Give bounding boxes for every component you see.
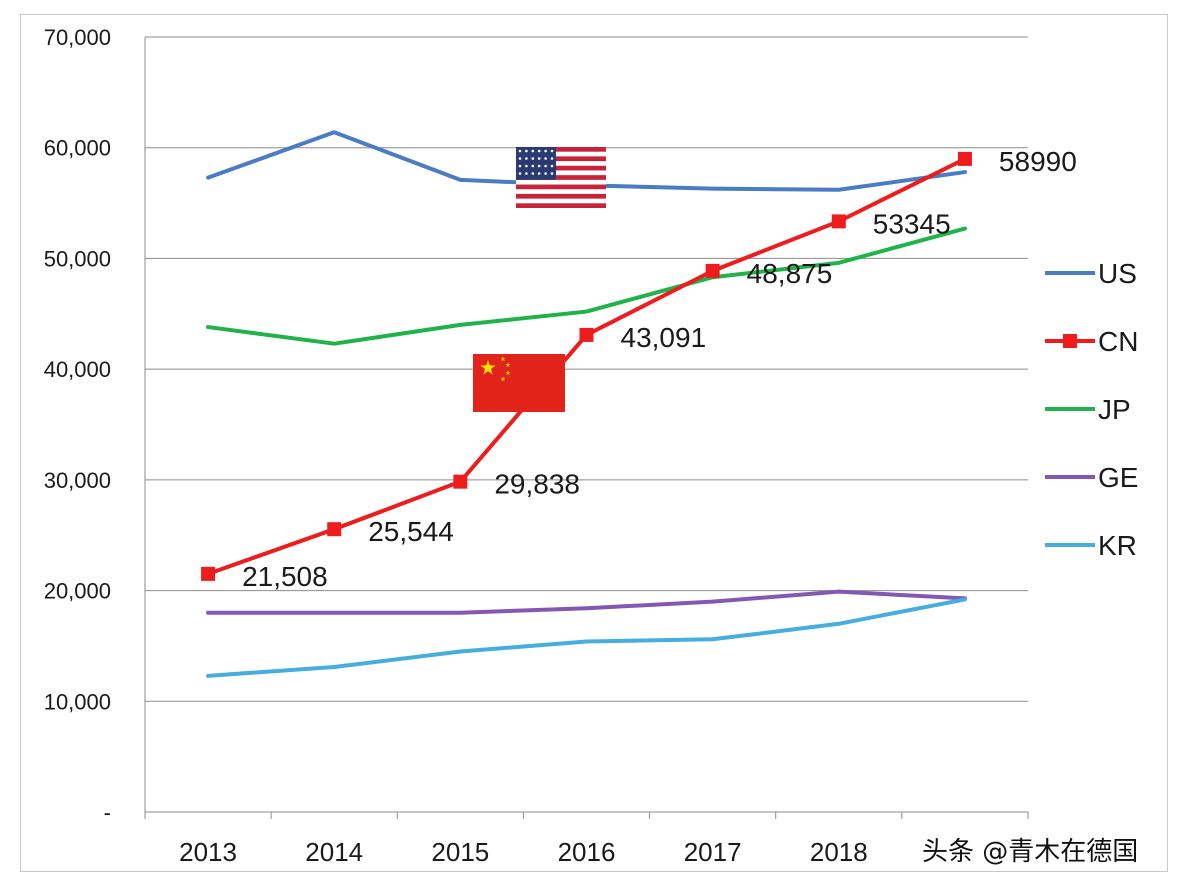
legend: US CN JP GE KR bbox=[1045, 258, 1138, 561]
x-tick-label: 2013 bbox=[179, 837, 237, 867]
legend-label: GE bbox=[1098, 462, 1138, 493]
us-flag-star bbox=[544, 157, 547, 160]
legend-entry-us: US bbox=[1045, 258, 1137, 289]
us-flag-star bbox=[550, 157, 554, 160]
y-tick-label: 60,000 bbox=[44, 136, 111, 161]
data-label: 58990 bbox=[999, 146, 1077, 177]
watermark-text: 头条 @青木在德国 bbox=[922, 837, 1138, 867]
y-tick-label: 10,000 bbox=[44, 689, 111, 714]
cn-flag bbox=[473, 354, 565, 412]
grid-lines bbox=[145, 36, 1028, 702]
x-tick-label: 2016 bbox=[558, 837, 616, 867]
cn-flag-big-star bbox=[480, 360, 496, 375]
series-line-kr bbox=[206, 597, 967, 678]
us-flag-star bbox=[518, 172, 522, 175]
data-point-cn bbox=[831, 214, 846, 229]
legend-entry-cn: CN bbox=[1045, 326, 1138, 357]
us-flag-star bbox=[525, 157, 528, 160]
us-flag-star bbox=[537, 157, 541, 160]
legend-marker bbox=[1063, 334, 1077, 348]
y-tick-label: 20,000 bbox=[44, 579, 111, 604]
y-tick-label: 50,000 bbox=[44, 246, 111, 271]
legend-label: CN bbox=[1098, 326, 1138, 357]
us-flag-star bbox=[531, 172, 535, 175]
us-flag-stripe bbox=[516, 147, 606, 152]
us-flag-stripe bbox=[516, 175, 606, 180]
us-flag-star bbox=[544, 172, 547, 175]
us-flag-star bbox=[537, 164, 541, 168]
legend-entry-jp: JP bbox=[1045, 394, 1131, 425]
y-tick-label: 30,000 bbox=[44, 468, 111, 493]
us-flag-canton bbox=[516, 147, 556, 180]
us-flag-star bbox=[525, 149, 528, 153]
series-line-ge bbox=[206, 589, 967, 615]
us-flag-star bbox=[525, 172, 528, 175]
us-flag-star bbox=[531, 164, 535, 168]
x-tick-label: 2017 bbox=[684, 837, 742, 867]
legend-label: US bbox=[1098, 258, 1137, 289]
us-flag bbox=[516, 147, 606, 208]
legend-entry-ge: GE bbox=[1045, 462, 1138, 493]
x-tick-label: 2014 bbox=[305, 837, 363, 867]
x-tick-label: 2018 bbox=[810, 837, 868, 867]
series-lines bbox=[201, 130, 972, 678]
us-flag-star bbox=[531, 157, 535, 160]
flags bbox=[473, 147, 606, 412]
series-line-cn bbox=[206, 156, 967, 576]
us-flag-star bbox=[550, 149, 554, 153]
cn-flag-small-star bbox=[505, 362, 511, 368]
data-point-cn bbox=[957, 151, 972, 166]
chart-frame bbox=[20, 14, 1168, 872]
us-flag-star bbox=[518, 157, 522, 160]
us-flag-star bbox=[518, 164, 522, 168]
cn-flag-small-star bbox=[500, 376, 506, 382]
us-flag-star bbox=[544, 149, 547, 153]
data-point-cn bbox=[327, 522, 342, 537]
us-flag-stripe bbox=[516, 156, 606, 162]
data-label: 48,875 bbox=[747, 258, 833, 289]
us-flag-star bbox=[537, 172, 541, 175]
y-tick-label: 40,000 bbox=[44, 357, 111, 382]
data-point-cn bbox=[453, 474, 468, 489]
axes: - 10,000 20,000 30,000 40,000 50,000 60,000 70,… bbox=[44, 25, 1029, 867]
us-flag-star bbox=[525, 164, 528, 168]
us-flag-star bbox=[550, 172, 554, 175]
us-flag-star bbox=[550, 164, 554, 168]
us-flag-stripe bbox=[516, 193, 606, 199]
us-flag-stripe bbox=[516, 184, 606, 190]
data-point-cn bbox=[579, 327, 594, 342]
y-tick-label: - bbox=[104, 800, 111, 825]
cn-flag-small-star bbox=[500, 356, 506, 362]
us-flag-stripe bbox=[516, 165, 606, 171]
data-label: 29,838 bbox=[494, 469, 580, 500]
cn-flag-field bbox=[473, 354, 565, 412]
us-flag-star bbox=[518, 149, 522, 153]
us-flag-star bbox=[531, 149, 535, 153]
legend-label: JP bbox=[1098, 394, 1131, 425]
legend-label: KR bbox=[1098, 530, 1137, 561]
data-point-cn bbox=[201, 566, 216, 581]
data-label: 43,091 bbox=[621, 322, 707, 353]
y-tick-label: 70,000 bbox=[44, 25, 111, 50]
data-label: 25,544 bbox=[368, 516, 454, 547]
series-line-jp bbox=[206, 226, 967, 346]
data-labels: 21,508 25,544 29,838 43,091 48,875 53345 58990 bbox=[242, 146, 1077, 592]
cn-flag-small-star bbox=[505, 370, 511, 376]
legend-entry-kr: KR bbox=[1045, 530, 1137, 561]
x-tick-label: 2015 bbox=[431, 837, 489, 867]
data-point-cn bbox=[705, 263, 720, 278]
us-flag-star bbox=[544, 164, 547, 168]
data-label: 21,508 bbox=[242, 561, 328, 592]
us-flag-stripe bbox=[516, 203, 606, 208]
us-flag-star bbox=[537, 149, 541, 153]
data-label: 53345 bbox=[873, 208, 951, 239]
